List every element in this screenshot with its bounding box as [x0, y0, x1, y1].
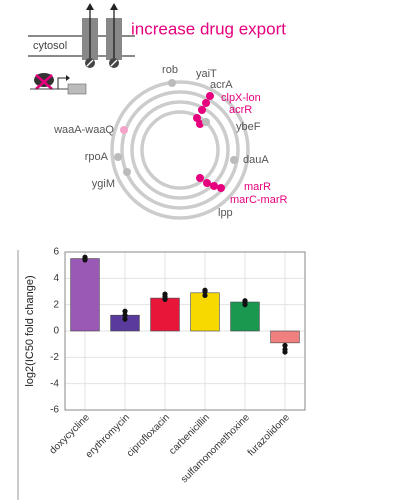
y-tick-label: -6: [50, 405, 59, 416]
y-tick-label: 2: [53, 299, 59, 310]
mutation: [202, 118, 210, 126]
cross: [35, 74, 53, 90]
mutation: [168, 79, 176, 87]
replicate-point: [282, 342, 288, 349]
replicate-point: [82, 255, 88, 262]
y-tick-label: -4: [50, 378, 59, 389]
gene-label: acrA: [210, 79, 233, 91]
mutation: [202, 99, 210, 107]
ring: [130, 100, 230, 200]
genome-map: rob yaiT acrA clpX-lon acrR ybeF dauA ma…: [53, 64, 287, 220]
mutation: [120, 126, 128, 134]
gene-label: acrR: [229, 104, 252, 116]
gene-label: waaA-waaQ: [53, 124, 114, 136]
x-tick-label: sulfamonomethoxine: [179, 412, 252, 485]
mutation: [123, 168, 131, 176]
gene-label: marC-marR: [230, 194, 287, 206]
ring: [140, 110, 220, 190]
mutation: [230, 156, 238, 164]
gene-label: yaiT: [196, 68, 217, 80]
gene-label: ybeF: [236, 121, 261, 133]
mutation: [206, 92, 214, 100]
mutation: [193, 114, 201, 122]
replicate-point: [202, 292, 208, 299]
caption: increase drug export: [131, 19, 286, 38]
replicate-point: [282, 349, 288, 355]
replicate-point: [242, 298, 248, 304]
gene-label: marR: [244, 181, 271, 193]
promoter-head: [66, 75, 70, 81]
bar: [270, 330, 300, 344]
replicate-point: [162, 291, 168, 297]
gene-label: dauA: [243, 154, 269, 166]
gene-label: ygiM: [92, 178, 115, 190]
mutation: [203, 179, 211, 187]
bar: [70, 258, 100, 332]
y-axis-label: log2(IC50 fold change): [24, 275, 36, 386]
drug-mark: [110, 59, 118, 67]
mutation: [114, 153, 122, 161]
arrow-head: [110, 3, 118, 10]
y-tick-label: -2: [50, 352, 59, 363]
drug-mark: [86, 59, 94, 67]
gene-label: clpX-lon: [221, 92, 261, 104]
replicate-point: [122, 316, 128, 322]
y-tick-label: 6: [53, 247, 59, 258]
plot-frame: [64, 251, 306, 411]
mutation: [210, 182, 218, 190]
mutation: [217, 184, 225, 192]
x-tick-label: furazolidone: [246, 412, 293, 459]
arrow-head: [86, 3, 94, 10]
bar-chart: log2(IC50 fold change) -6-4-20246doxycyc…: [24, 247, 306, 485]
y-tick-label: 0: [53, 326, 59, 337]
replicate-point: [122, 308, 128, 314]
mutation: [196, 174, 204, 182]
ring: [110, 80, 250, 220]
bar: [150, 297, 180, 332]
gene-box: [67, 83, 87, 95]
export-panel: cytosol increase drug export: [28, 3, 286, 95]
mutation: [198, 106, 206, 114]
gene-label: rpoA: [85, 151, 109, 163]
replicate-point: [122, 312, 128, 318]
bar: [190, 292, 220, 332]
gene-label: lpp: [218, 207, 233, 219]
ring: [120, 90, 240, 210]
replicate-point: [202, 287, 208, 293]
x-tick-label: ciprofloxacin: [125, 412, 172, 459]
promoter: [57, 77, 68, 89]
gene-label: rob: [162, 64, 178, 76]
compartment-label: cytosol: [33, 40, 67, 52]
y-tick-label: 4: [53, 273, 59, 284]
bar: [230, 301, 260, 332]
